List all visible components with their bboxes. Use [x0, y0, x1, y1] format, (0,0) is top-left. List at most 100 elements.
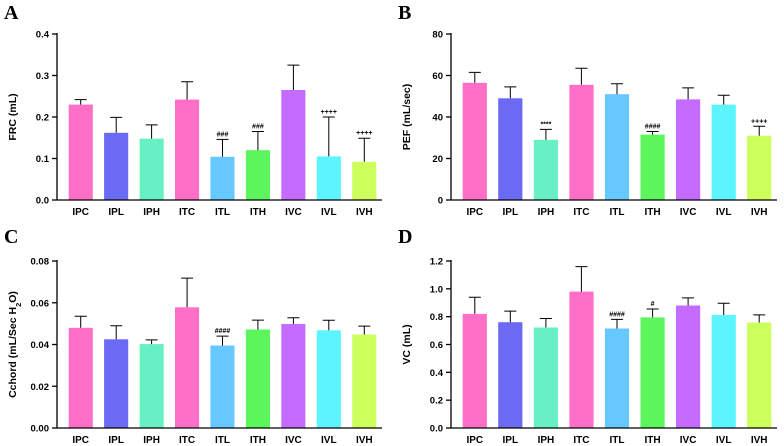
- p1-bar-ipc: [68, 104, 93, 200]
- p1-y-tick-label: 0.2: [36, 113, 49, 124]
- p2-y-tick-label: 0: [438, 196, 443, 207]
- p4-annotation-ith: #: [651, 301, 655, 308]
- p4-errorbar-ith: [646, 308, 659, 318]
- p1-errorbar-ipl: [110, 116, 123, 133]
- p3-errorbar-ivc: [287, 317, 300, 324]
- p3-category-label-ivc: IVC: [285, 435, 302, 446]
- p2-annotation-iph: ****: [540, 121, 551, 128]
- p2-errorbar-ith: [646, 131, 659, 135]
- p3-bar-ipc: [68, 327, 93, 428]
- p4-y-tick-label: 1.0: [430, 284, 443, 295]
- p1-category-label-itl: ITL: [215, 207, 230, 218]
- p2-category-label-itl: ITL: [610, 207, 625, 218]
- p1-errorbar-ipc: [74, 99, 87, 105]
- p4-category-label-ipl: IPL: [503, 435, 519, 446]
- p2-y-tick-label: 40: [432, 113, 443, 124]
- p4-bar-ipl: [498, 322, 523, 428]
- p4-category-label-itc: ITC: [573, 435, 589, 446]
- p2-annotation-ivh: ++++: [751, 118, 767, 125]
- p2-bar-ivh: [747, 135, 772, 200]
- p2-errorbar-iph: [539, 128, 552, 140]
- p2-bar-ipc: [462, 82, 487, 200]
- p2-errorbar-ivl: [717, 94, 730, 105]
- p4-errorbar-iph: [539, 318, 552, 328]
- p2-errorbar-ipc: [468, 71, 481, 83]
- p2-y-tick-label: 20: [432, 154, 443, 165]
- p2-category-label-ipl: IPL: [503, 207, 519, 218]
- p4-category-label-itl: ITL: [610, 435, 625, 446]
- p1-y-tick-label: 0.4: [36, 30, 50, 41]
- p4-errorbar-ivl: [717, 302, 730, 315]
- panel-a-plot: IPC IPL IPH ITC ### ITL ### ITH IVC ++++ IVL ++++ IV…: [7, 30, 382, 218]
- p3-category-label-ivl: IVL: [321, 435, 337, 446]
- p3-bar-ivc: [281, 324, 306, 428]
- p2-bar-itc: [569, 84, 594, 200]
- p1-bar-ivl: [316, 156, 341, 200]
- p3-y-tick-label: 0.02: [31, 382, 50, 393]
- p1-category-label-ipl: IPL: [108, 207, 124, 218]
- p3-y-tick-label: 0.08: [31, 257, 50, 268]
- p4-bar-ivl: [711, 315, 736, 428]
- p4-errorbar-ipc: [468, 296, 481, 314]
- p4-errorbar-ipl: [504, 310, 517, 323]
- p1-errorbar-itc: [181, 81, 194, 100]
- p2-y-tick-label: 60: [432, 71, 443, 82]
- p2-category-label-itc: ITC: [573, 207, 589, 218]
- p3-errorbar-ith: [251, 319, 264, 330]
- panel-letter-a: A: [4, 2, 19, 24]
- p4-y-tick-label: 0.8: [430, 312, 443, 323]
- p3-errorbar-iph: [145, 339, 158, 345]
- panel-a: A IPC IPL IPH ITC ### ITL ### ITH IVC ++++ IVL ++++…: [4, 2, 382, 218]
- p1-y-axis-title: FRC (mL): [7, 93, 19, 140]
- p3-bar-itc: [175, 307, 200, 428]
- p1-annotation-ith: ###: [252, 124, 264, 131]
- p3-bar-ivl: [316, 330, 341, 428]
- p1-category-label-ipc: IPC: [72, 207, 89, 218]
- p3-y-tick-label: 0.00: [31, 424, 50, 435]
- p1-annotation-ivh: ++++: [356, 130, 372, 137]
- p3-category-label-ith: ITH: [250, 435, 266, 446]
- p4-bar-ith: [640, 317, 665, 428]
- p1-errorbar-itl: [216, 138, 229, 157]
- p1-bar-iph: [139, 138, 164, 200]
- p2-category-label-ipc: IPC: [466, 207, 483, 218]
- p2-y-tick-label: 80: [432, 30, 443, 41]
- p4-bar-ivh: [747, 322, 772, 428]
- p1-category-label-ivh: IVH: [356, 207, 373, 218]
- p4-bar-itl: [604, 328, 630, 428]
- p3-category-label-ipl: IPL: [108, 435, 124, 446]
- p1-bar-ivc: [281, 90, 306, 200]
- p3-errorbar-ipl: [110, 325, 123, 340]
- p2-category-label-ivh: IVH: [751, 207, 768, 218]
- p3-errorbar-ipc: [74, 315, 87, 328]
- p3-errorbar-ivh: [358, 325, 371, 335]
- p3-y-axis-title: Cchord (mL/Sec H2O): [7, 291, 23, 398]
- panel-c: C IPC IPL IPH ITC #### ITL ITH IVC IVL IVH 0.00 0.0…: [4, 226, 382, 446]
- p3-category-label-ipc: IPC: [72, 435, 89, 446]
- p3-bar-iph: [139, 344, 164, 428]
- p2-bar-ivl: [711, 104, 736, 200]
- p2-bar-itl: [604, 94, 630, 200]
- p2-errorbar-itc: [575, 67, 588, 85]
- p1-bar-itc: [175, 99, 200, 200]
- p1-annotation-itl: ###: [217, 131, 229, 138]
- p1-category-label-ith: ITH: [250, 207, 266, 218]
- p3-bar-ipl: [104, 339, 129, 428]
- p4-category-label-ivl: IVL: [716, 435, 732, 446]
- p4-annotation-itl: ####: [609, 311, 625, 318]
- p4-errorbar-ivh: [753, 314, 766, 323]
- p4-errorbar-itl: [611, 318, 623, 329]
- p2-category-label-ivc: IVC: [680, 207, 697, 218]
- p3-bar-ivh: [352, 334, 377, 428]
- p1-y-tick-label: 0.3: [36, 71, 49, 82]
- p1-bar-itl: [210, 156, 235, 200]
- p1-bar-ivh: [352, 161, 377, 200]
- p1-y-tick-label: 0.0: [36, 196, 49, 207]
- p3-category-label-iph: IPH: [143, 435, 160, 446]
- p4-y-tick-label: 0.2: [430, 396, 443, 407]
- p4-category-label-ipc: IPC: [466, 435, 483, 446]
- p4-bar-itc: [569, 291, 594, 428]
- p4-y-tick-label: 1.2: [430, 257, 443, 268]
- p1-category-label-ivl: IVL: [321, 207, 337, 218]
- p1-y-tick-label: 0.1: [36, 154, 50, 165]
